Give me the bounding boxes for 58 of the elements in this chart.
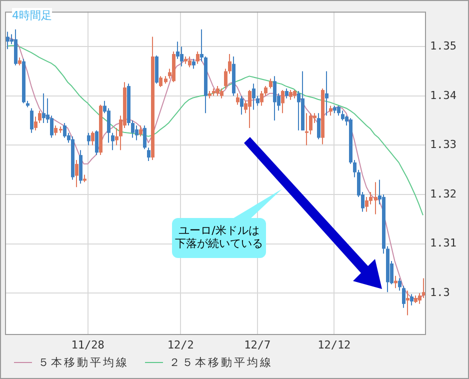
candlestick [406, 290, 410, 316]
candlestick [273, 76, 276, 122]
candlestick [196, 51, 200, 64]
y-tick-label: 1.33 [430, 138, 456, 152]
candlestick [365, 196, 368, 212]
candlestick [220, 88, 224, 99]
candlestick [252, 83, 256, 110]
candlestick [281, 89, 284, 114]
candlestick [329, 105, 332, 116]
candlestick [317, 112, 320, 140]
candlestick [269, 78, 272, 90]
candlestick [309, 112, 312, 135]
candlestick [95, 130, 98, 156]
legend-label: ２５本移動平均線 [169, 356, 273, 369]
candlestick [143, 124, 146, 150]
y-tick-label: 1.31 [430, 236, 456, 250]
y-tick-label: 1.34 [430, 88, 457, 102]
candlestick [305, 112, 308, 146]
candlestick [402, 285, 406, 308]
x-tick-label: 11/28 [71, 338, 104, 352]
candlestick [240, 95, 244, 116]
y-tick-label: 1.3 [430, 286, 450, 299]
candlestick [188, 56, 192, 68]
candlestick [63, 122, 66, 138]
x-tick-label: 12/2 [167, 338, 194, 352]
y-tick-label: 1.32 [430, 187, 456, 200]
candlestick [38, 110, 42, 124]
candlestick [248, 89, 252, 128]
y-tick-label: 1.35 [430, 39, 456, 52]
candlestick [341, 110, 344, 122]
candlestick [42, 92, 46, 124]
x-tick-label: 12/7 [244, 338, 271, 352]
x-tick-label: 12/12 [318, 338, 351, 352]
annotation: ユーロ/米ドルは下落が続いている [175, 224, 263, 250]
candlestick [285, 88, 288, 99]
candlestick [87, 132, 90, 146]
candlestick [422, 278, 425, 299]
chart-title: 4時間足 [12, 8, 52, 23]
candlestick [75, 159, 78, 188]
candlestick [180, 46, 184, 67]
candlestick [289, 89, 292, 100]
candlestick [135, 124, 138, 141]
candlestick [6, 31, 10, 50]
candlestick [50, 115, 54, 138]
legend-label: ５本移動平均線 [38, 356, 129, 369]
candlestick [410, 294, 414, 306]
candlestick [236, 92, 240, 106]
candlestick [91, 130, 94, 146]
candlestick [325, 70, 328, 116]
candlestick [216, 86, 220, 96]
candlestick [147, 147, 150, 162]
candlestick [260, 90, 264, 106]
candlestick [30, 108, 34, 134]
candlestick [111, 132, 114, 151]
candlestick [107, 108, 110, 144]
candlestick [192, 58, 196, 70]
candlestick [139, 124, 142, 137]
candlestick [337, 105, 340, 116]
